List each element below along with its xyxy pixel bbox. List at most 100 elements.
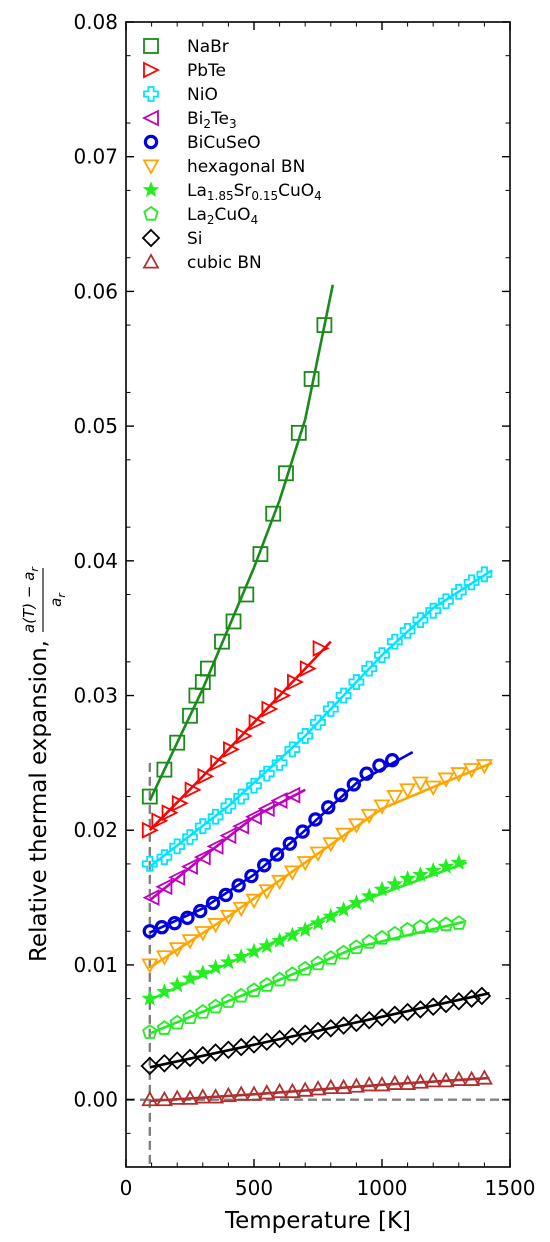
data-point-nio (348, 674, 365, 690)
legend-label-part: PbTe (187, 61, 226, 81)
data-point-nabr (169, 734, 186, 751)
data-point-hexagonal-bn (335, 827, 353, 844)
series-nio (141, 566, 493, 872)
data-point-nio (361, 660, 378, 677)
data-point-cubic-bn (168, 1089, 186, 1105)
legend-marker-nio (143, 86, 159, 102)
data-point-bicuseo-ring (167, 915, 182, 931)
data-point-nio (207, 808, 224, 825)
data-point-bicuseo-ring (346, 777, 362, 792)
data-point-pbte (141, 821, 159, 839)
data-point-la1-85sr0-15cuo4 (207, 958, 224, 975)
x-tick-label: 1500 (485, 1176, 536, 1200)
x-tick-label: 0 (120, 1176, 133, 1200)
data-point-la2cuo4 (195, 1003, 211, 1019)
y-label-denominator: ar (47, 592, 68, 607)
data-point-cubic-bn (335, 1078, 353, 1095)
legend-item-cubic-bn: cubic BN (142, 253, 262, 273)
y-label-numerator: a(T) − ar (20, 566, 41, 633)
y-tick-label: 0.04 (73, 549, 118, 573)
data-point-hexagonal-bn (360, 808, 378, 825)
y-label-numerator-main: a(T) − a (20, 572, 38, 633)
data-point-hexagonal-bn (258, 884, 276, 900)
data-point-hexagonal-bn (386, 790, 404, 806)
data-point-bi2te3 (283, 786, 301, 804)
data-point-bi2te3 (270, 792, 288, 810)
legend-label-part: 4 (251, 213, 259, 227)
data-point-hexagonal-bn (141, 958, 159, 974)
fit-line-cubic-bn (149, 1076, 490, 1103)
data-point-bicuseo-ring (269, 847, 285, 862)
data-point-la2cuo4 (220, 993, 237, 1008)
series-si (140, 986, 492, 1076)
data-point-si (472, 986, 492, 1006)
data-point-la1-85sr0-15cuo4 (424, 861, 442, 878)
data-point-pbte (171, 794, 189, 812)
data-point-bi2te3 (193, 848, 211, 866)
y-tick-label: 0.00 (73, 1088, 118, 1112)
data-point-bicuseo-ring (218, 887, 234, 903)
data-point-cubic-bn (207, 1088, 225, 1104)
legend-label-si: Si (187, 229, 203, 249)
data-point-pbte (248, 714, 266, 731)
series-pbte (141, 639, 330, 839)
data-point-bicuseo-ring (193, 903, 208, 919)
data-point-hexagonal-bn (168, 942, 186, 958)
data-point-la2cuo4 (284, 966, 301, 981)
legend-label-part: La (187, 205, 207, 225)
legend-label-part: Bi (187, 109, 203, 129)
data-point-cubic-bn (322, 1078, 340, 1095)
y-label-denominator-main: a (47, 598, 65, 607)
data-point-nio (399, 622, 416, 639)
data-point-bi2te3 (155, 878, 173, 896)
y-tick-label: 0.07 (73, 145, 118, 169)
data-point-cubic-bn (475, 1069, 493, 1085)
data-point-bicuseo (154, 920, 170, 935)
data-point-pbte (299, 660, 317, 678)
data-point-pbte (235, 727, 253, 745)
data-point-nabr (265, 505, 282, 522)
legend-marker-la1-85sr0-15cuo4 (142, 181, 160, 198)
data-point-bi2te3 (206, 837, 224, 855)
data-point-pbte (184, 781, 202, 799)
data-point-nio (412, 612, 429, 628)
data-point-bicuseo-ring (385, 752, 400, 768)
legend-marker-bi2te3 (141, 109, 159, 127)
legend-item-nabr: NaBr (143, 37, 229, 57)
legend-label-part: 4 (314, 189, 322, 203)
data-point-cubic-bn (411, 1073, 429, 1089)
legend-label-part: Si (187, 229, 203, 249)
data-point-cubic-bn (296, 1081, 314, 1097)
y-tick-label: 0.02 (73, 818, 118, 842)
data-point-nabr (141, 788, 158, 805)
legend-item-la2cuo4: La2CuO4 (143, 205, 259, 227)
fit-line-hexagonal-bn (149, 761, 493, 969)
data-point-la1-85sr0-15cuo4 (194, 964, 212, 981)
data-point-nabr (214, 633, 230, 650)
data-point-hexagonal-bn (194, 926, 212, 942)
fit-line-nio (149, 569, 493, 868)
series-bicuseo (142, 752, 400, 939)
data-point-cubic-bn (360, 1075, 378, 1092)
data-point-la1-85sr0-15cuo4 (220, 953, 237, 970)
legend-label-part: hexagonal BN (187, 157, 305, 177)
data-point-la2cuo4 (271, 971, 288, 987)
data-point-cubic-bn (219, 1086, 237, 1103)
data-point-pbte (197, 767, 215, 785)
axis-ticks (125, 21, 511, 1167)
y-tick-label: 0.08 (73, 10, 118, 34)
series-bi2te3 (142, 786, 301, 907)
legend-label-part: NaBr (187, 37, 229, 57)
data-point-cubic-bn (424, 1071, 442, 1088)
legend-label-nabr: NaBr (187, 37, 229, 57)
data-point-la1-85sr0-15cuo4 (245, 942, 263, 959)
legend-item-la1-85sr0-15cuo4: La1.85Sr0.15CuO4 (142, 181, 322, 203)
data-point-la1-85sr0-15cuo4 (450, 853, 468, 870)
data-point-la1-85sr0-15cuo4 (348, 894, 365, 911)
data-point-cubic-bn (271, 1082, 289, 1099)
legend-label-nio: NiO (187, 85, 218, 105)
legend-label-part: 3 (229, 117, 237, 131)
data-point-la1-85sr0-15cuo4 (284, 926, 301, 943)
fit-line-la2cuo4 (149, 920, 465, 1035)
data-point-bicuseo (218, 887, 234, 903)
